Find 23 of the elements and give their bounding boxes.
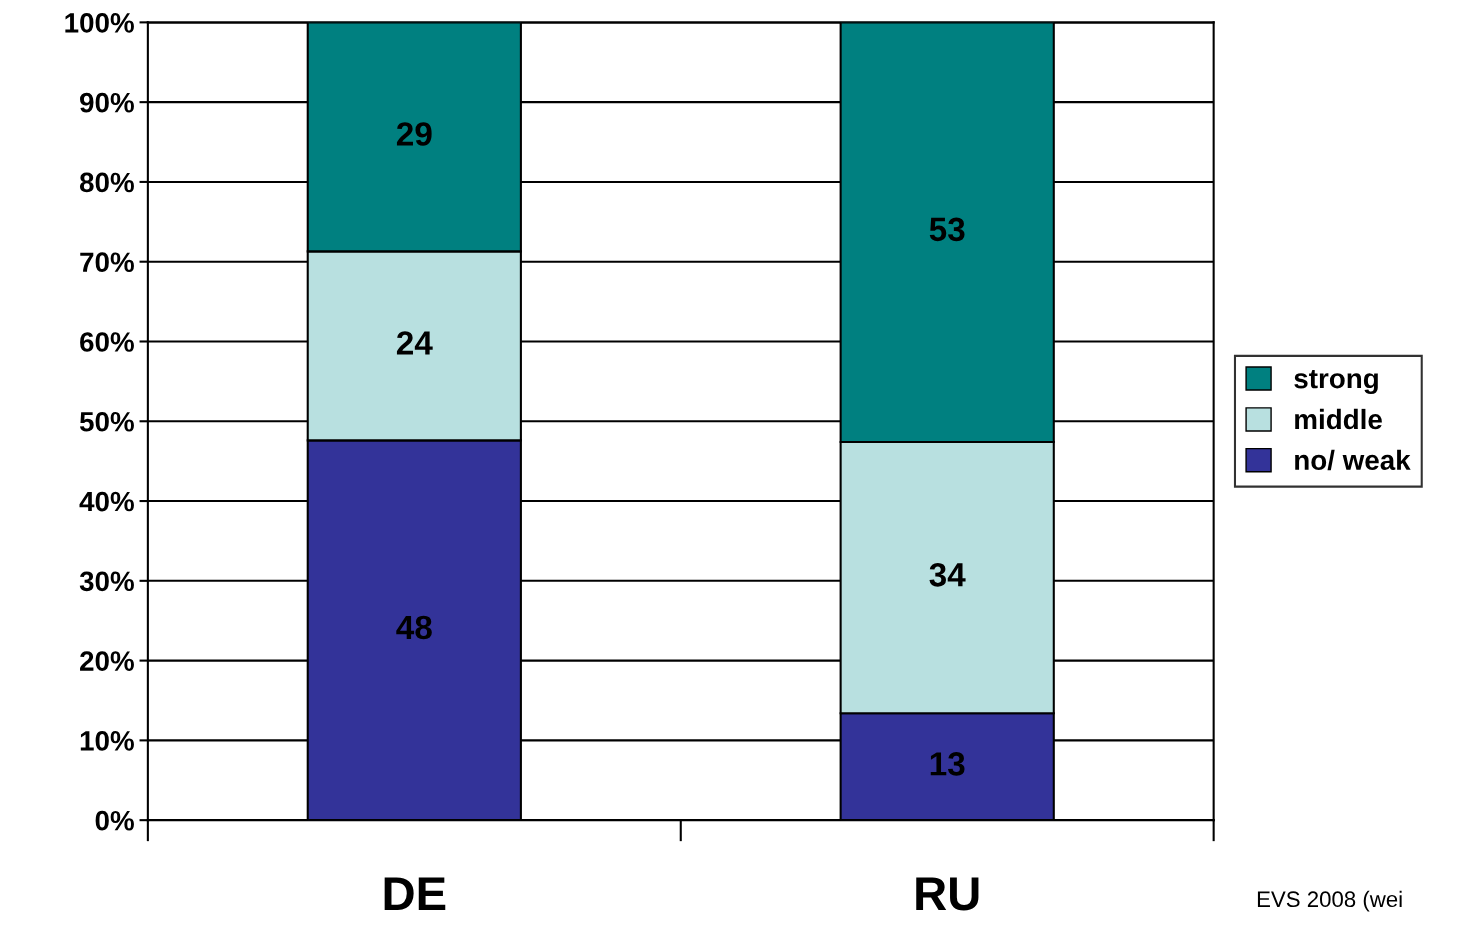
- data-label: 13: [930, 752, 965, 776]
- data-label: 29: [396, 122, 432, 146]
- data-label: 34: [929, 562, 966, 587]
- y-tick-label: 60%: [80, 332, 134, 352]
- y-tick-label: 10%: [80, 731, 134, 751]
- y-tick-label: 20%: [80, 651, 134, 671]
- y-tick-label: 0%: [95, 810, 134, 831]
- y-tick-label: 70%: [80, 252, 134, 273]
- data-label: 24: [396, 331, 433, 355]
- y-tick-label: 50%: [79, 411, 134, 432]
- legend-label: strong: [1294, 369, 1378, 394]
- text: EVS 2008 (wei: [1257, 890, 1402, 912]
- y-tick-label: 30%: [79, 571, 134, 592]
- x-tick-label: DE: [384, 877, 446, 910]
- y-tick-label: 80%: [79, 172, 134, 193]
- legend-label: middle: [1295, 408, 1382, 430]
- data-label: 48: [396, 615, 432, 640]
- x-tick-label: RU: [916, 877, 979, 911]
- data-label: 53: [929, 217, 965, 242]
- y-tick-label: 90%: [80, 92, 134, 113]
- legend-label: no/ weak: [1295, 449, 1411, 471]
- y-tick-label: 40%: [79, 491, 134, 512]
- y-tick-label: 100%: [65, 13, 134, 33]
